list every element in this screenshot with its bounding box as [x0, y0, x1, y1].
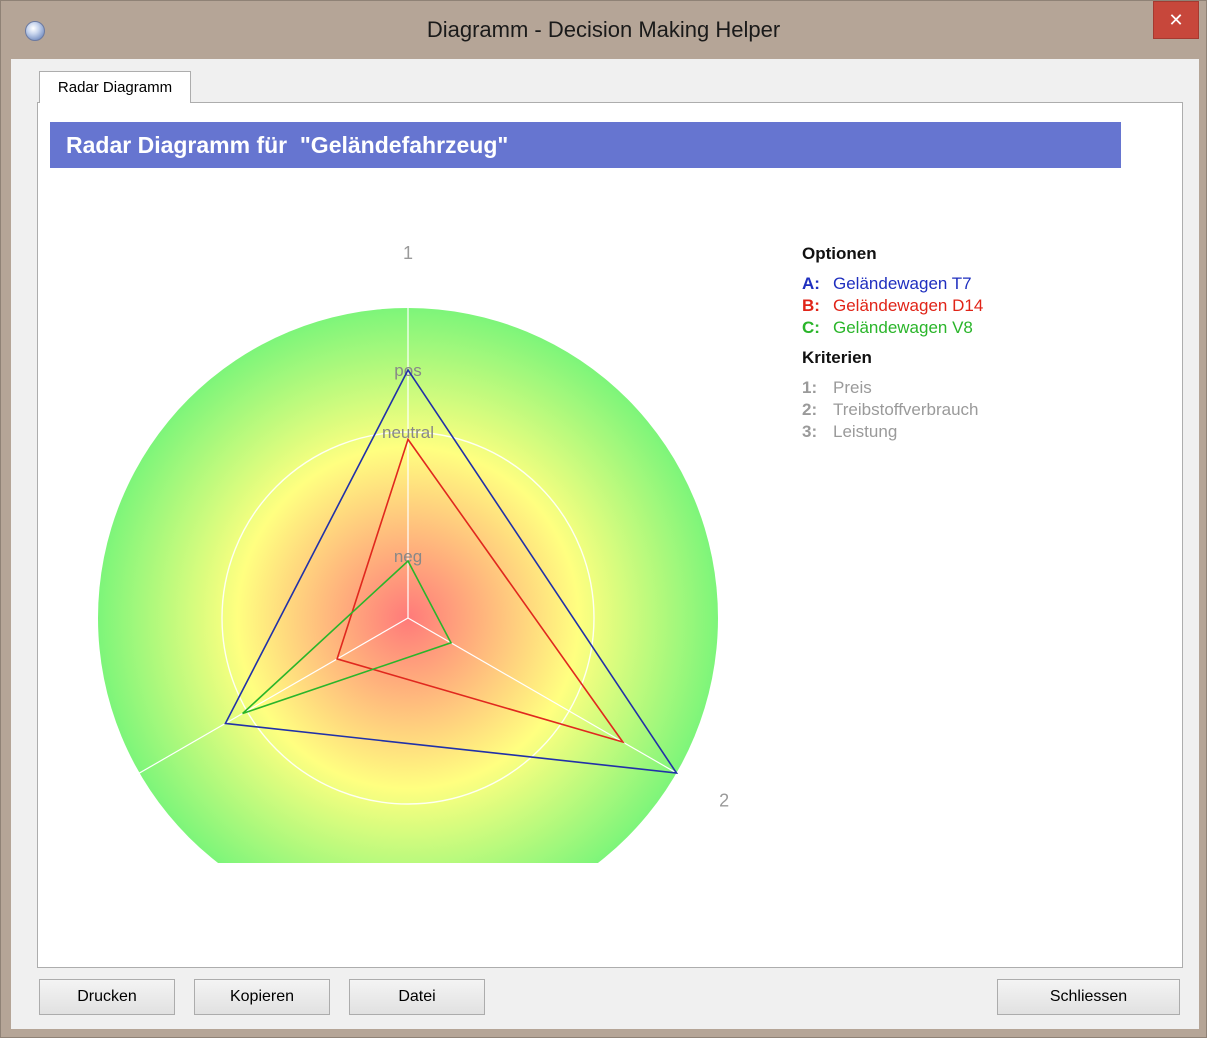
legend-criterion-2: 2: Treibstoffverbrauch [802, 399, 1132, 421]
legend-option-a: A: Geländewagen T7 [802, 273, 1132, 295]
legend-criterion-label: Treibstoffverbrauch [833, 400, 979, 419]
client-area: Radar Diagramm Radar Diagramm für "Gelän… [11, 59, 1199, 1029]
legend-option-key: A: [802, 274, 820, 293]
close-window-button[interactable]: ✕ [1153, 1, 1199, 39]
legend-option-key: B: [802, 296, 820, 315]
chart-header: Radar Diagramm für "Geländefahrzeug" [50, 122, 1121, 168]
series-polygon-a [224, 368, 679, 774]
options-heading: Optionen [802, 244, 877, 263]
criteria-heading: Kriterien [802, 348, 872, 367]
window-title: Diagramm - Decision Making Helper [426, 17, 781, 42]
legend-option-label: Geländewagen D14 [833, 296, 984, 315]
legend-criterion-3: 3: Leistung [802, 421, 1132, 443]
copy-button[interactable]: Kopieren [194, 979, 330, 1015]
legend-criterion-label: Preis [833, 378, 872, 397]
ring-label-neutral: neutral [382, 423, 434, 442]
file-button[interactable]: Datei [349, 979, 485, 1015]
legend-criterion-label: Leistung [833, 422, 898, 441]
series-polygon-b [336, 437, 625, 744]
legend-option-c: C: Geländewagen V8 [802, 317, 1132, 339]
legend-criterion-key: 2: [802, 400, 818, 419]
legend-option-label: Geländewagen V8 [833, 318, 973, 337]
series-polygon-c [242, 559, 453, 715]
legend-criterion-1: 1: Preis [802, 377, 1132, 399]
header-prefix: Radar Diagramm für [66, 132, 288, 158]
radar-axis-3 [114, 617, 409, 788]
tab-page: Radar Diagramm für "Geländefahrzeug" neg… [37, 102, 1183, 968]
legend-option-b: B: Geländewagen D14 [802, 295, 1132, 317]
tab-radar-diagramm[interactable]: Radar Diagramm [39, 71, 191, 103]
print-button[interactable]: Drucken [39, 979, 175, 1015]
legend-option-key: C: [802, 318, 820, 337]
ring-label-neg: neg [394, 547, 422, 566]
title-bar: Diagramm - Decision Making Helper ✕ [1, 1, 1206, 59]
close-button[interactable]: Schliessen [997, 979, 1180, 1015]
legend-criterion-key: 3: [802, 422, 818, 441]
legend: Optionen A: Geländewagen T7 B: Geländewage… [802, 243, 1132, 443]
axis-label-1: 1 [403, 243, 413, 263]
header-subject: "Geländefahrzeug" [299, 132, 509, 158]
axis-label-2: 2 [719, 791, 729, 811]
legend-option-label: Geländewagen T7 [833, 274, 972, 293]
legend-criterion-key: 1: [802, 378, 818, 397]
radar-axis-2 [407, 617, 702, 788]
app-globe-icon [25, 21, 45, 41]
